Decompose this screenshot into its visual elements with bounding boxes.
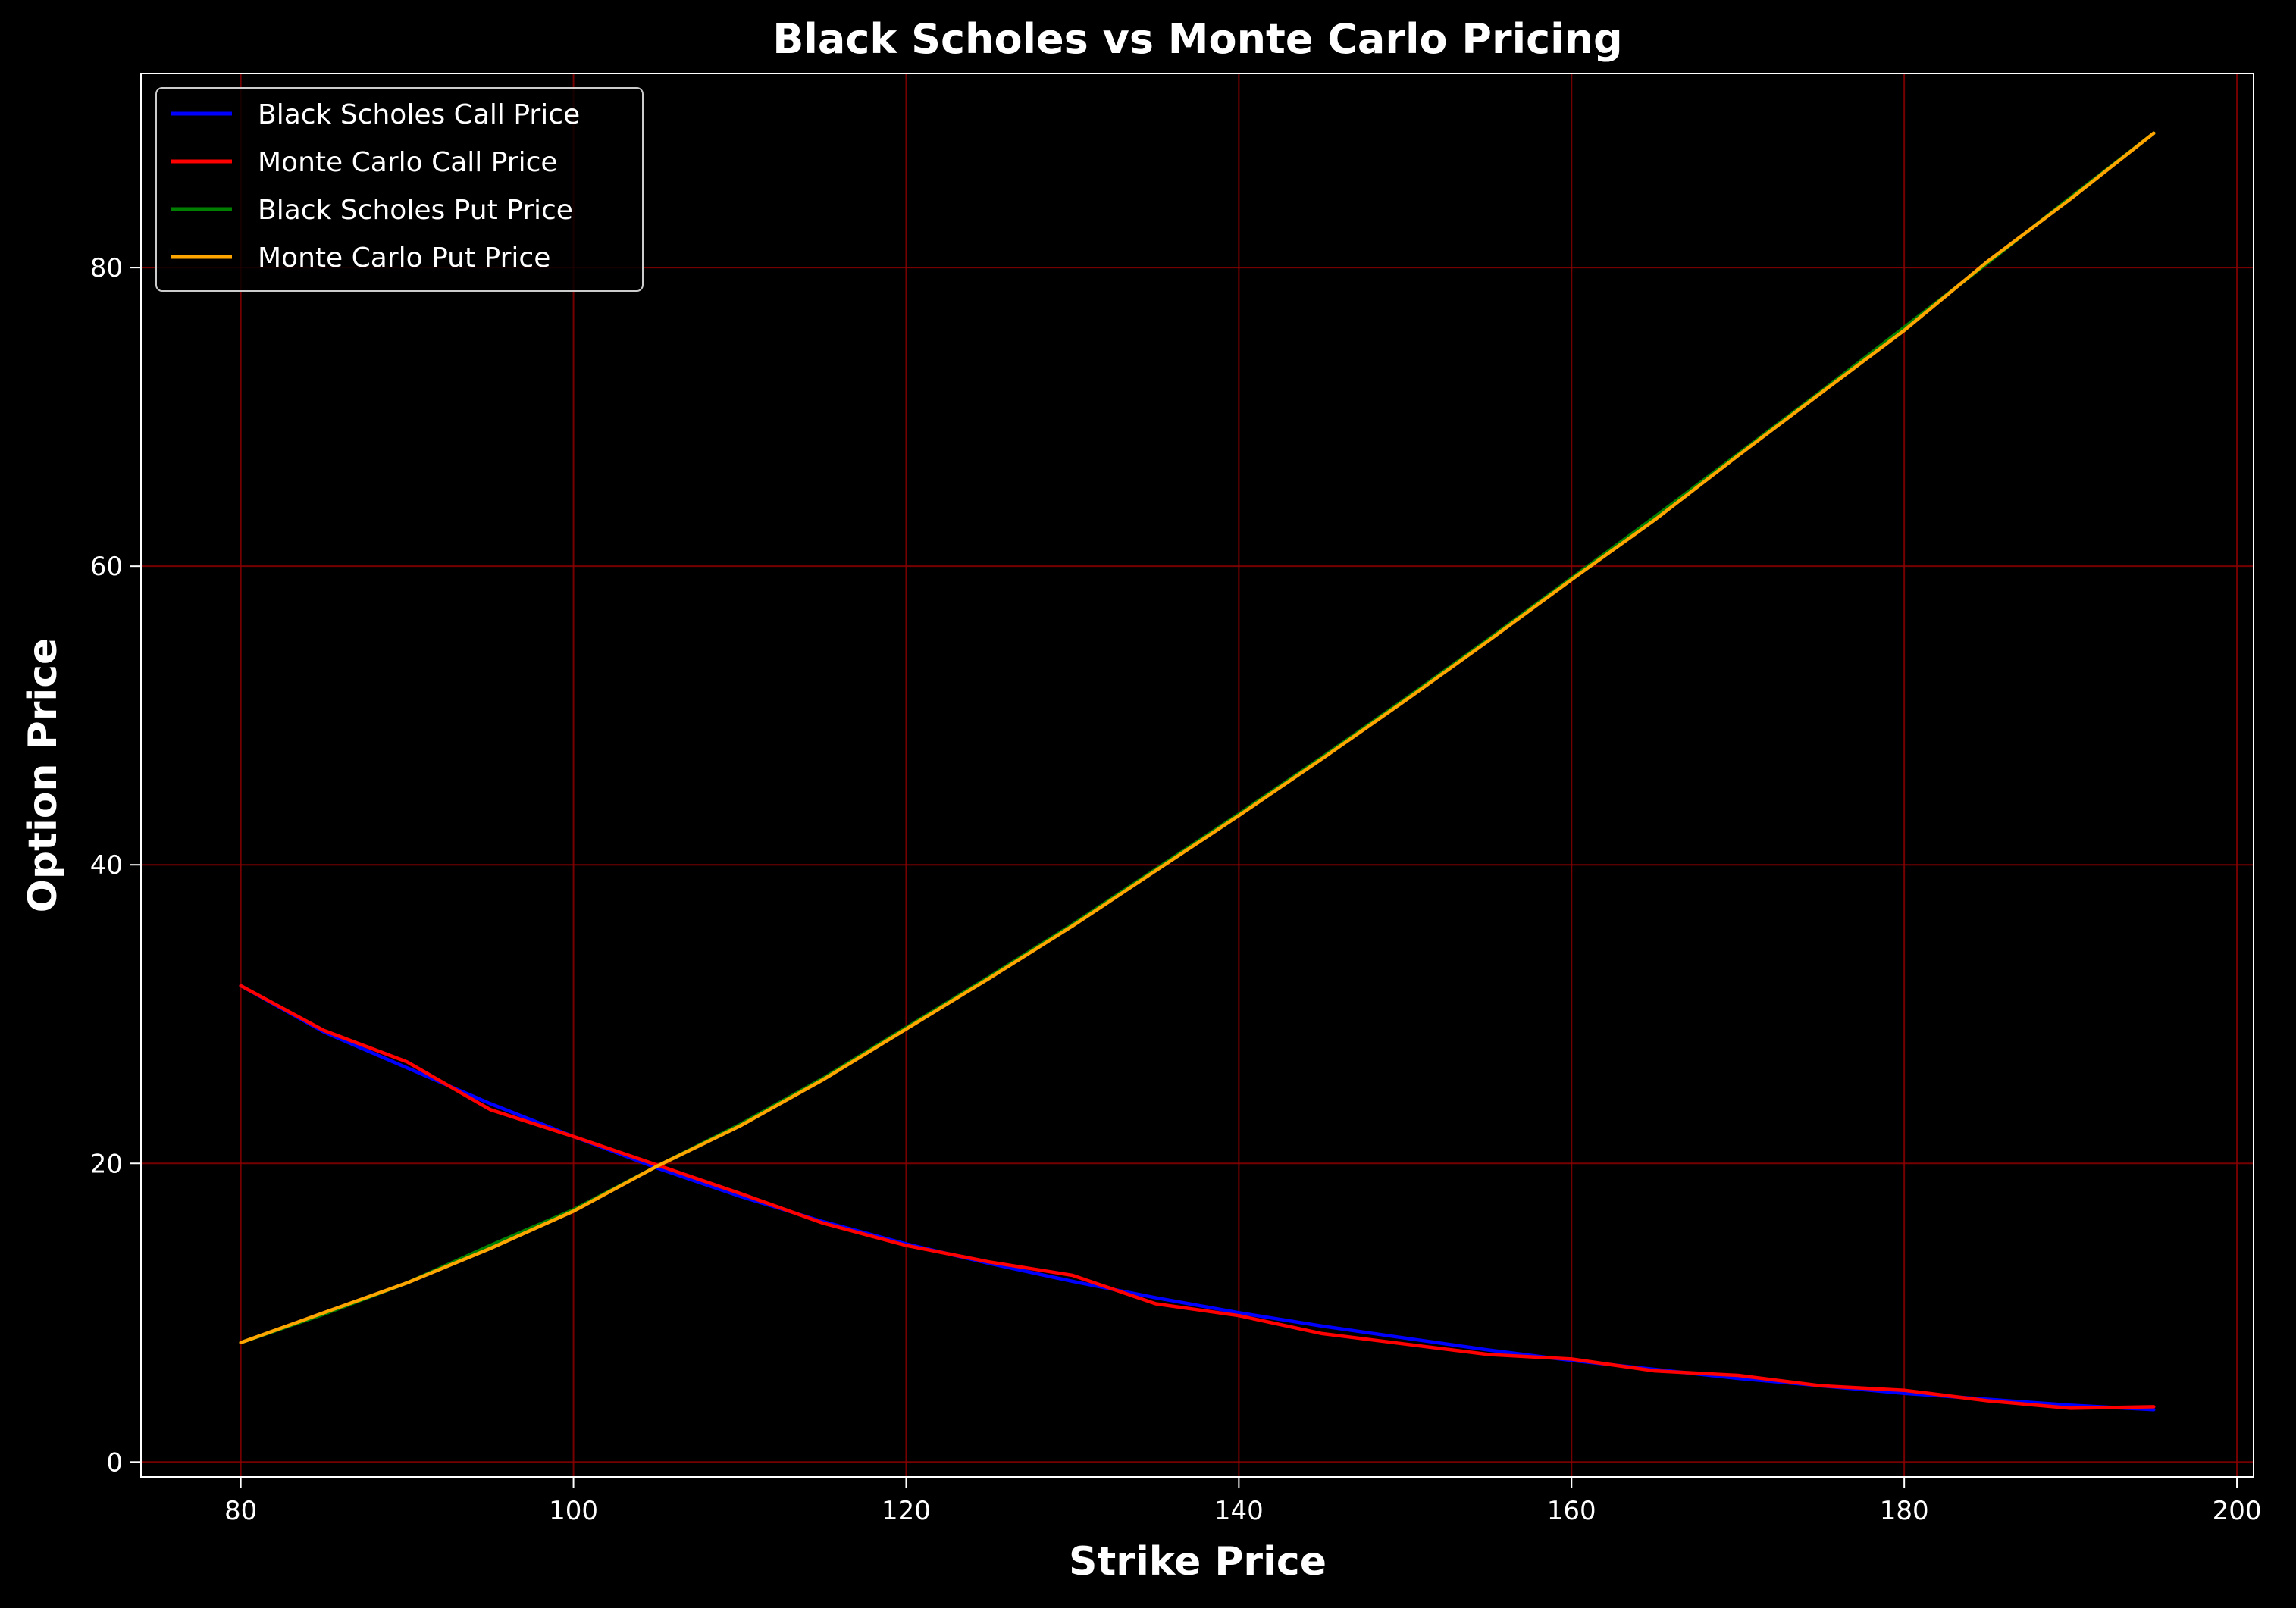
legend-label-monte-carlo-call-price: Monte Carlo Call Price: [258, 147, 558, 178]
y-tick-label: 0: [106, 1447, 123, 1478]
x-tick-label: 180: [1880, 1496, 1929, 1526]
x-tick-label: 160: [1547, 1496, 1596, 1526]
series-line-monte-carlo-put-price: [239, 131, 2156, 1344]
legend-label-black-scholes-put-price: Black Scholes Put Price: [258, 195, 573, 226]
legend-box: [155, 87, 644, 292]
chart-title: Black Scholes vs Monte Carlo Pricing: [772, 15, 1622, 63]
x-axis-label: Strike Price: [1069, 1539, 1327, 1585]
x-tick-label: 100: [549, 1496, 598, 1526]
y-axis: 0 20 40 60 80: [90, 253, 141, 1478]
y-tick-label: 40: [90, 850, 123, 881]
legend-label-black-scholes-call-price: Black Scholes Call Price: [258, 99, 580, 130]
x-tick-label: 200: [2213, 1496, 2262, 1526]
y-tick-label: 20: [90, 1149, 123, 1179]
x-axis: 80 100 120 140 160 180 200: [224, 1477, 2262, 1526]
plot-area: [239, 131, 2156, 1412]
y-axis-label: Option Price: [20, 638, 66, 913]
x-tick-label: 120: [882, 1496, 931, 1526]
legend-label-monte-carlo-put-price: Monte Carlo Put Price: [258, 242, 550, 274]
x-tick-label: 80: [224, 1496, 257, 1526]
legend: Black Scholes Call Price Monte Carlo Call…: [155, 87, 644, 292]
x-tick-label: 140: [1214, 1496, 1264, 1526]
series-line-monte-carlo-call-price: [239, 984, 2156, 1410]
y-tick-label: 60: [90, 552, 123, 582]
plot-frame: [140, 73, 2254, 1478]
grid: [141, 74, 2254, 1477]
y-tick-label: 80: [90, 253, 123, 283]
